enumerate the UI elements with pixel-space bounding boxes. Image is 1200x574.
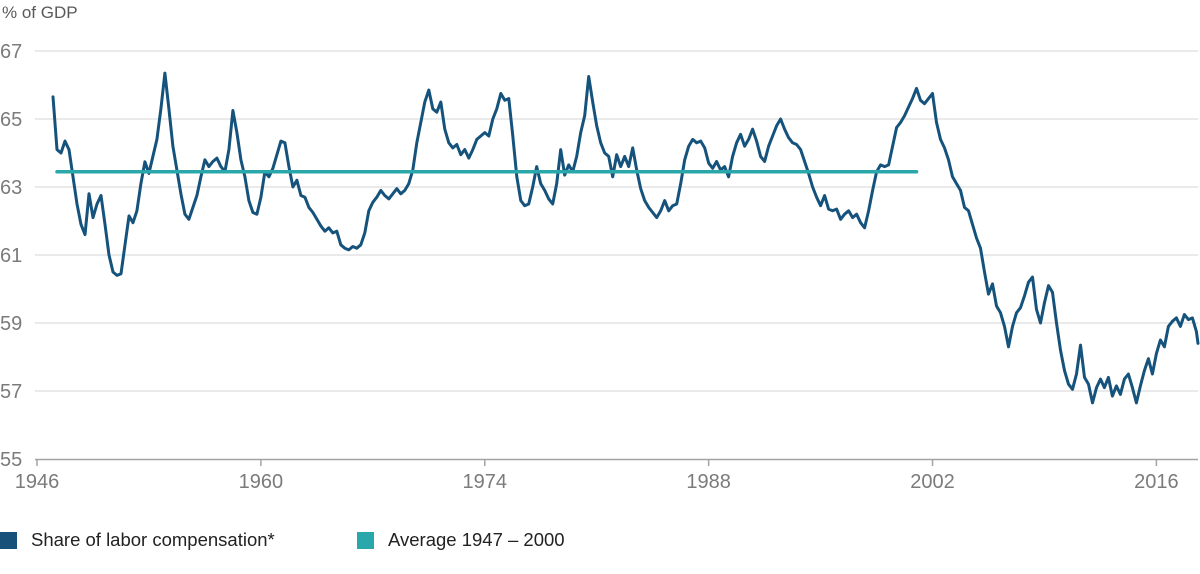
legend-label-labor-share: Share of labor compensation* bbox=[31, 529, 275, 550]
svg-text:59: 59 bbox=[0, 313, 22, 335]
svg-text:2016: 2016 bbox=[1134, 471, 1179, 493]
svg-text:1988: 1988 bbox=[686, 471, 731, 493]
svg-text:55: 55 bbox=[0, 449, 22, 471]
svg-text:63: 63 bbox=[0, 177, 22, 199]
y-axis-labels: 67 65 63 61 59 57 55 bbox=[0, 41, 22, 471]
x-axis: 1946 1960 1974 1988 2002 2016 bbox=[15, 458, 1198, 493]
svg-text:2002: 2002 bbox=[910, 471, 955, 493]
y-axis-unit-label: % of GDP bbox=[2, 3, 78, 22]
svg-text:1974: 1974 bbox=[463, 471, 508, 493]
gridlines bbox=[35, 50, 1198, 392]
labor-share-swatch-icon bbox=[0, 531, 17, 549]
legend-label-average: Average 1947 – 2000 bbox=[388, 529, 565, 550]
labor-share-series-line bbox=[51, 71, 1200, 405]
svg-text:61: 61 bbox=[0, 245, 22, 267]
svg-text:1946: 1946 bbox=[15, 471, 60, 493]
average-swatch-icon bbox=[357, 531, 374, 549]
svg-text:67: 67 bbox=[0, 41, 22, 63]
svg-text:65: 65 bbox=[0, 109, 22, 131]
svg-text:1960: 1960 bbox=[239, 471, 284, 493]
svg-text:57: 57 bbox=[0, 381, 22, 403]
legend-item-labor-share: Share of labor compensation* bbox=[0, 529, 275, 551]
legend: Share of labor compensation* Average 194… bbox=[0, 529, 1200, 553]
legend-item-average: Average 1947 – 2000 bbox=[357, 529, 565, 551]
